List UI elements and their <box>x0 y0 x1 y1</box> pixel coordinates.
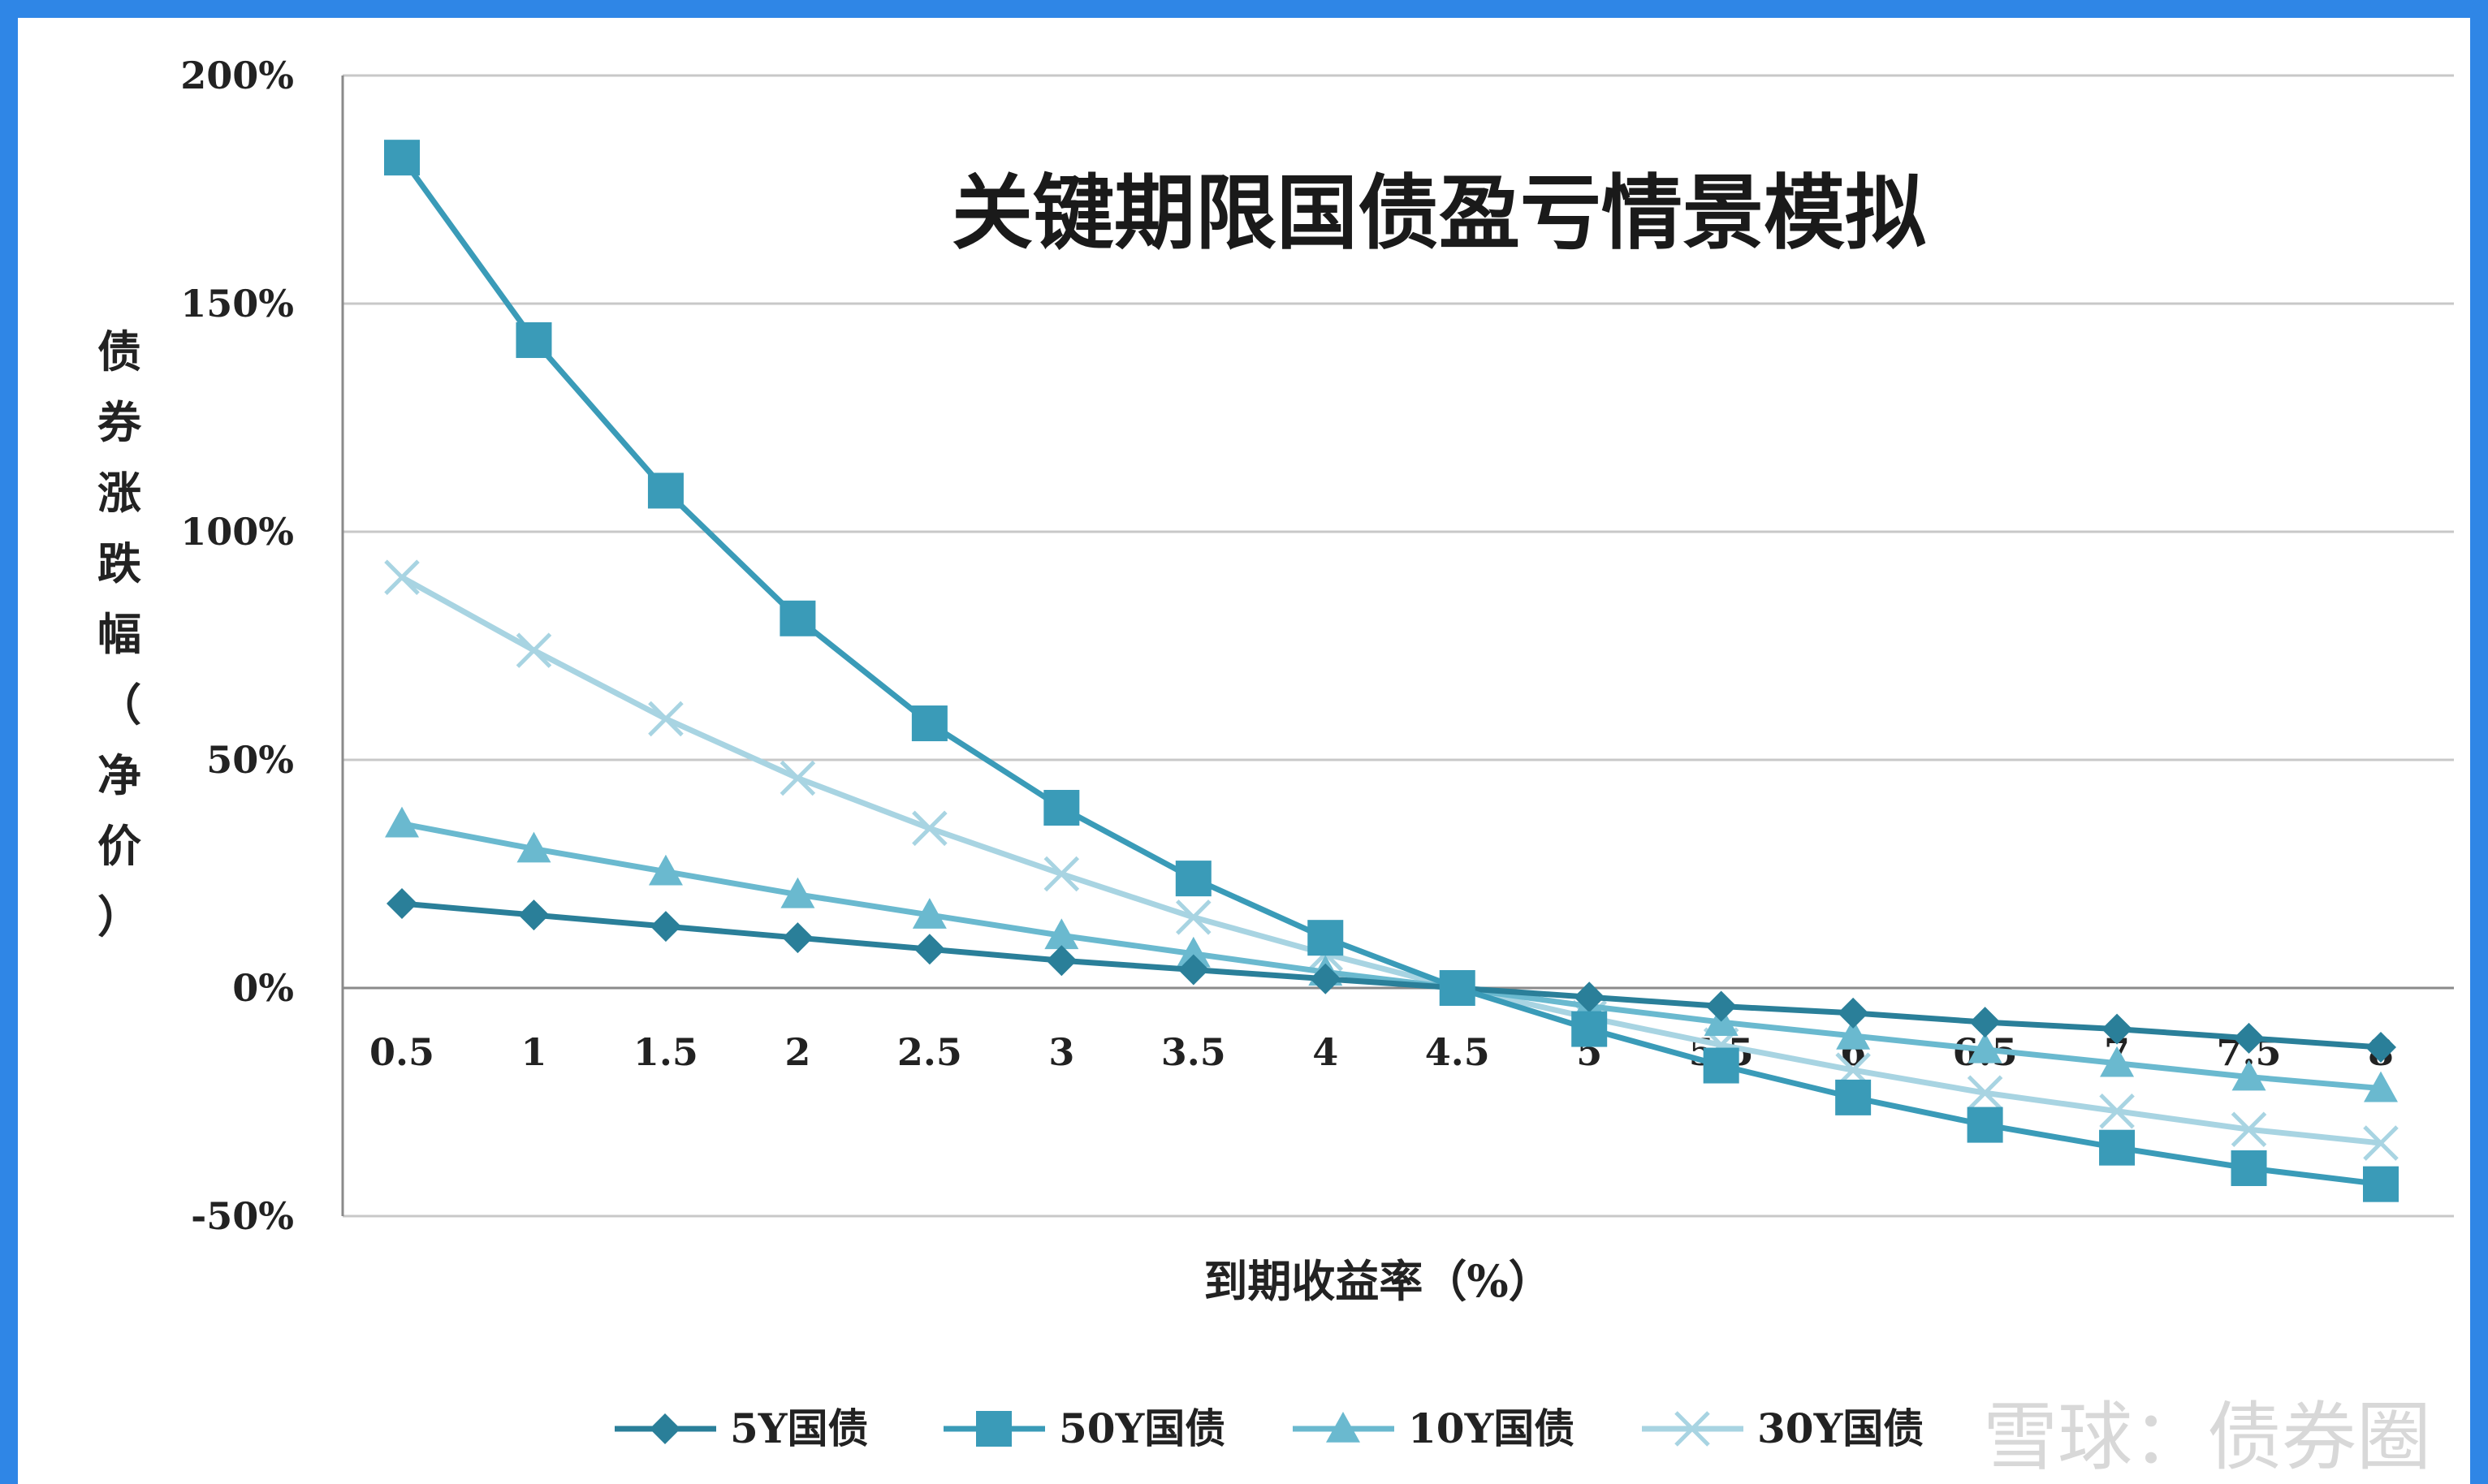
data-point <box>1310 963 1341 994</box>
data-point <box>1836 1019 1871 1050</box>
y-tick-label: 50% <box>206 738 294 782</box>
data-point <box>911 705 948 742</box>
x-tick-labels: 0.511.522.533.544.555.566.577.58 <box>369 1030 2394 1074</box>
y-tick-label: 150% <box>180 282 294 326</box>
data-point <box>1177 954 1209 986</box>
data-point <box>1967 1075 2003 1111</box>
x-axis-label: 到期收益率（%） <box>1203 1255 1552 1307</box>
series-line <box>401 900 2382 1050</box>
legend-item: 10Y国债 <box>1293 1404 1574 1452</box>
data-point <box>387 888 417 920</box>
data-point <box>1307 920 1344 956</box>
data-point <box>2363 1125 2399 1161</box>
x-tick-label: 0.5 <box>369 1030 434 1074</box>
legend-item: 5Y国债 <box>615 1404 868 1452</box>
data-point <box>2231 1059 2266 1091</box>
data-point <box>780 877 815 908</box>
data-point <box>1838 997 1869 1029</box>
data-point <box>2099 1093 2135 1129</box>
data-point <box>647 472 684 509</box>
x-tick-label: 2.5 <box>897 1030 962 1074</box>
x-tick-label: 3.5 <box>1161 1030 1226 1074</box>
chart-frame: 200% 150% 100% 50% 0% -50% 0.5 1 1.5 2 2.5 3 3.5 4 4.… <box>18 18 2470 1484</box>
data-point <box>650 911 681 943</box>
legend-item: 30Y国债 <box>1642 1404 1924 1452</box>
data-point <box>1968 1032 2002 1063</box>
data-point <box>518 899 550 931</box>
series-line <box>400 575 2382 1146</box>
data-point <box>2231 1150 2267 1186</box>
data-point <box>1969 1007 2001 1038</box>
y-tick-label: 200% <box>180 54 294 97</box>
legend-marker <box>650 1413 680 1444</box>
series-line <box>401 821 2382 1092</box>
data-point <box>1705 990 1737 1022</box>
legend: 5Y国债 50Y国债 10Y国债 30Y国债 <box>615 1404 1924 1452</box>
legend-label: 10Y国债 <box>1408 1404 1574 1452</box>
data-point <box>648 701 684 737</box>
data-point <box>384 559 420 595</box>
data-point <box>516 321 552 358</box>
data-point <box>1835 1079 1872 1115</box>
data-point <box>1176 899 1212 935</box>
y-tick-label: 100% <box>180 510 294 554</box>
y-tick-labels: 200% 150% 100% 50% 0% -50% <box>180 54 294 1238</box>
data-point <box>782 922 814 954</box>
data-point <box>1043 856 1080 892</box>
x-tick-label: 4.5 <box>1425 1030 1490 1074</box>
data-point <box>780 600 816 636</box>
data-point <box>1439 970 1475 1006</box>
data-point <box>912 810 948 847</box>
data-point <box>2364 1071 2398 1102</box>
data-point <box>516 831 551 863</box>
legend-item: 50Y国债 <box>944 1404 1225 1452</box>
data-point <box>1176 936 1211 968</box>
legend-label: 30Y国债 <box>1757 1404 1924 1452</box>
data-point <box>1044 918 1079 950</box>
data-point <box>1571 1011 1608 1047</box>
data-point <box>2363 1166 2399 1202</box>
data-point <box>2100 1046 2135 1077</box>
x-tick-label: 3 <box>1048 1030 1074 1074</box>
gridlines <box>341 74 2454 1218</box>
line-chart: 200% 150% 100% 50% 0% -50% 0.5 1 1.5 2 2.5 3 3.5 4 4.… <box>97 54 2454 1481</box>
watermark-text: 雪球：债券圈 <box>1983 1394 2431 1481</box>
data-point <box>384 140 420 176</box>
x-tick-label: 4 <box>1312 1030 1338 1074</box>
legend-label: 5Y国债 <box>730 1404 868 1452</box>
data-point <box>2233 1022 2265 1054</box>
x-tick-label: 1.5 <box>633 1030 698 1074</box>
chart-title: 关键期限国债盈亏情景模拟 <box>952 165 1926 261</box>
y-axis-label: 债券涨跌幅（净价） <box>97 326 142 943</box>
legend-marker <box>1326 1412 1360 1443</box>
data-point <box>1703 1047 1739 1084</box>
legend-marker <box>976 1411 1012 1447</box>
series-group <box>384 140 2399 1202</box>
legend-marker <box>1674 1411 1710 1447</box>
data-point <box>2231 1111 2267 1147</box>
data-point <box>2101 1013 2133 1045</box>
x-tick-label: 1 <box>520 1030 546 1074</box>
data-point <box>912 898 947 929</box>
data-point <box>1574 981 1605 1013</box>
data-point <box>2099 1129 2136 1166</box>
data-point <box>1043 790 1080 826</box>
data-point <box>780 760 816 796</box>
series-line <box>400 156 2382 1188</box>
series-50Y国债 <box>384 140 2399 1202</box>
data-point <box>385 806 419 838</box>
series-5Y国债 <box>387 888 2396 1063</box>
x-tick-label: 2 <box>784 1030 810 1074</box>
y-tick-label: 0% <box>232 966 294 1010</box>
data-point <box>516 632 552 668</box>
legend-label: 50Y国债 <box>1059 1404 1225 1452</box>
data-point <box>1046 945 1078 977</box>
data-point <box>648 854 683 886</box>
data-point <box>914 934 945 965</box>
y-tick-label: -50% <box>191 1194 294 1238</box>
data-point <box>1967 1107 2003 1143</box>
data-point <box>1175 861 1212 897</box>
data-point <box>2365 1032 2396 1063</box>
